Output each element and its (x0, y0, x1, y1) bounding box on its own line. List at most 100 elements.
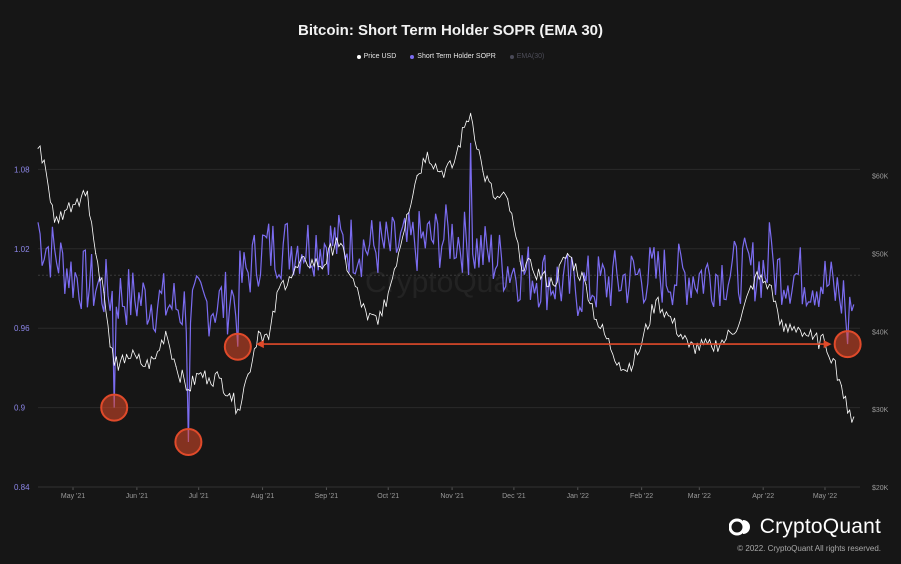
legend-item-price[interactable]: Price USD (356, 53, 396, 60)
annotation-circle (100, 393, 129, 422)
price-point (268, 338, 270, 340)
x-tick-label: Oct '21 (377, 493, 399, 500)
price-point (739, 319, 742, 321)
annotation-arrowhead-left (255, 340, 264, 349)
price-point (187, 389, 189, 391)
y-right-tick-label: $30K (872, 407, 889, 414)
price-point (247, 373, 249, 375)
price-point (175, 365, 177, 367)
x-tick-label: Apr '22 (752, 493, 774, 500)
legend-dot-ema (509, 54, 514, 59)
annotation-circle (833, 330, 862, 359)
price-point (136, 357, 138, 360)
price-point (426, 151, 428, 153)
x-tick-label: Aug '21 (251, 493, 275, 500)
y-right-tick-label: $40K (872, 329, 889, 336)
price-point (228, 392, 231, 395)
x-tick-label: Feb '22 (630, 493, 653, 500)
copyright: © 2022. CryptoQuant All rights reserved. (737, 544, 881, 553)
brand: CryptoQuant (728, 515, 881, 539)
price-point (531, 268, 534, 270)
y-left-tick-label: 1.08 (14, 165, 30, 174)
price-point (711, 346, 713, 348)
annotation-circle (174, 428, 203, 457)
price-point (76, 198, 78, 200)
price-point (367, 319, 369, 321)
price-point (257, 330, 260, 332)
x-tick-label: Jun '21 (126, 493, 148, 500)
legend-label-sopr: Short Term Holder SOPR (417, 53, 496, 60)
price-point (103, 291, 105, 293)
price-point (494, 198, 496, 200)
price-point (198, 373, 200, 375)
legend-dot-price (356, 54, 361, 59)
price-point (165, 330, 167, 332)
price-point (64, 210, 66, 212)
price-point (154, 357, 157, 360)
price-point (585, 284, 587, 286)
price-point (667, 315, 670, 317)
price-point (406, 213, 408, 216)
price-point (519, 260, 521, 262)
price-point (624, 369, 626, 371)
price-point (655, 299, 657, 301)
price-point (439, 171, 441, 173)
price-point (482, 171, 484, 173)
x-tick-label: Nov '21 (440, 493, 464, 500)
price-point (237, 408, 239, 410)
price-point (95, 252, 97, 255)
price-point (125, 354, 128, 356)
brand-name: CryptoQuant (759, 515, 881, 538)
series-line-sopr (37, 142, 855, 443)
price-point (797, 326, 799, 329)
price-point (688, 346, 690, 348)
x-tick-label: May '21 (61, 493, 85, 500)
price-point (465, 120, 468, 122)
price-point (393, 268, 396, 270)
price-point (43, 159, 45, 161)
price-point (381, 315, 383, 317)
price-point (840, 385, 843, 387)
x-tick-label: Jan '22 (567, 493, 589, 500)
cryptoquant-logo-icon (728, 518, 750, 536)
price-point (595, 319, 597, 321)
x-tick-label: Mar '22 (688, 493, 711, 500)
y-left-tick-label: 0.84 (14, 483, 30, 492)
annotation-circle (223, 332, 252, 361)
price-point (86, 190, 89, 192)
y-left-tick-label: 0.9 (14, 404, 26, 413)
price-point (416, 175, 418, 177)
y-left-tick-label: 1.02 (14, 245, 30, 254)
price-point (636, 354, 639, 356)
price-point (618, 361, 620, 364)
legend-item-ema[interactable]: EMA(30) (509, 53, 544, 60)
price-point (323, 264, 325, 266)
y-right-tick-label: $20K (872, 485, 889, 492)
price-point (507, 198, 509, 200)
legend-item-sopr[interactable]: Short Term Holder SOPR (410, 53, 496, 60)
price-point (783, 330, 785, 332)
x-tick-label: Jul '21 (189, 493, 209, 500)
y-left-tick-label: 0.96 (14, 324, 30, 333)
price-point (812, 338, 814, 340)
price-point (754, 276, 756, 278)
price-point (53, 221, 56, 223)
price-point (768, 284, 770, 286)
price-point (451, 167, 453, 169)
price-point (725, 338, 727, 340)
price-point (847, 412, 849, 414)
legend: Price USD Short Term Holder SOPR EMA(30) (0, 53, 901, 60)
price-point (218, 377, 220, 379)
price-point (470, 112, 472, 114)
price-point (278, 287, 280, 290)
price-point (109, 346, 111, 348)
price-point (336, 237, 338, 239)
legend-dot-sopr (410, 54, 415, 59)
price-point (305, 260, 307, 262)
price-point (117, 369, 119, 371)
annotation-arrowhead-right (823, 340, 832, 349)
chart-title: Bitcoin: Short Term Holder SOPR (EMA 30) (297, 22, 604, 39)
price-point (552, 284, 554, 286)
x-tick-label: Dec '21 (502, 493, 526, 500)
